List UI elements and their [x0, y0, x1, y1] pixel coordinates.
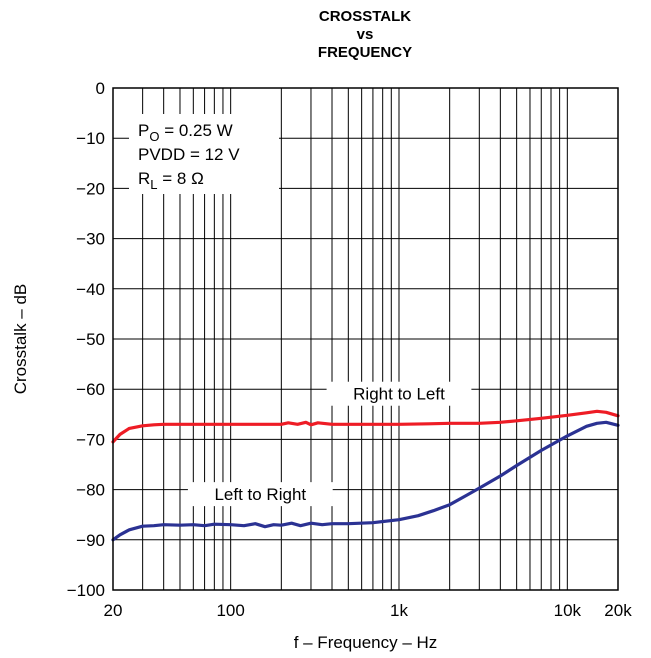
y-axis-label: Crosstalk – dB — [11, 284, 30, 395]
x-tick-label: 20 — [104, 601, 123, 620]
annotations: Right to Left Left to Right — [187, 381, 472, 507]
x-tick-label: 100 — [216, 601, 244, 620]
y-tick-label: −20 — [76, 179, 105, 198]
y-tick-label: −60 — [76, 380, 105, 399]
series-lines — [111, 409, 620, 542]
annotation-background — [187, 482, 333, 507]
condition-line: RL = 8 Ω — [138, 169, 204, 192]
plot-frame — [112, 87, 619, 591]
y-tick-label: −90 — [76, 531, 105, 550]
x-axis-label: f – Frequency – Hz — [294, 633, 438, 652]
y-tick-label: −50 — [76, 330, 105, 349]
series-line-left-to-right — [111, 420, 620, 542]
y-tick-labels: 0 −10 −20 −30 −40 −50 −60 −70 −80 −90 −100 — [67, 79, 105, 600]
condition-line: PVDD = 12 V — [138, 145, 240, 164]
annotation-background — [326, 381, 472, 406]
series-annotation: Right to Left — [353, 385, 445, 404]
chart-title-line: vs — [357, 26, 374, 43]
x-tick-label: 20k — [604, 601, 632, 620]
y-tick-label: −100 — [67, 581, 105, 600]
conditions-background — [129, 114, 279, 194]
y-tick-label: −30 — [76, 230, 105, 249]
x-tick-label: 1k — [390, 601, 408, 620]
y-tick-label: −10 — [76, 129, 105, 148]
y-tick-label: −70 — [76, 430, 105, 449]
y-tick-label: −40 — [76, 280, 105, 299]
x-tick-labels: 20 100 1k 10k 20k — [104, 601, 633, 620]
chart-title-line: CROSSTALK — [319, 8, 411, 25]
x-tick-label: 10k — [554, 601, 582, 620]
y-tick-label: −80 — [76, 481, 105, 500]
condition-line: PO = 0.25 W — [138, 121, 233, 144]
y-tick-label: 0 — [96, 79, 105, 98]
chart-title-line: FREQUENCY — [318, 44, 412, 61]
series-line-right-to-left — [111, 409, 620, 444]
series-annotation: Left to Right — [214, 485, 306, 504]
